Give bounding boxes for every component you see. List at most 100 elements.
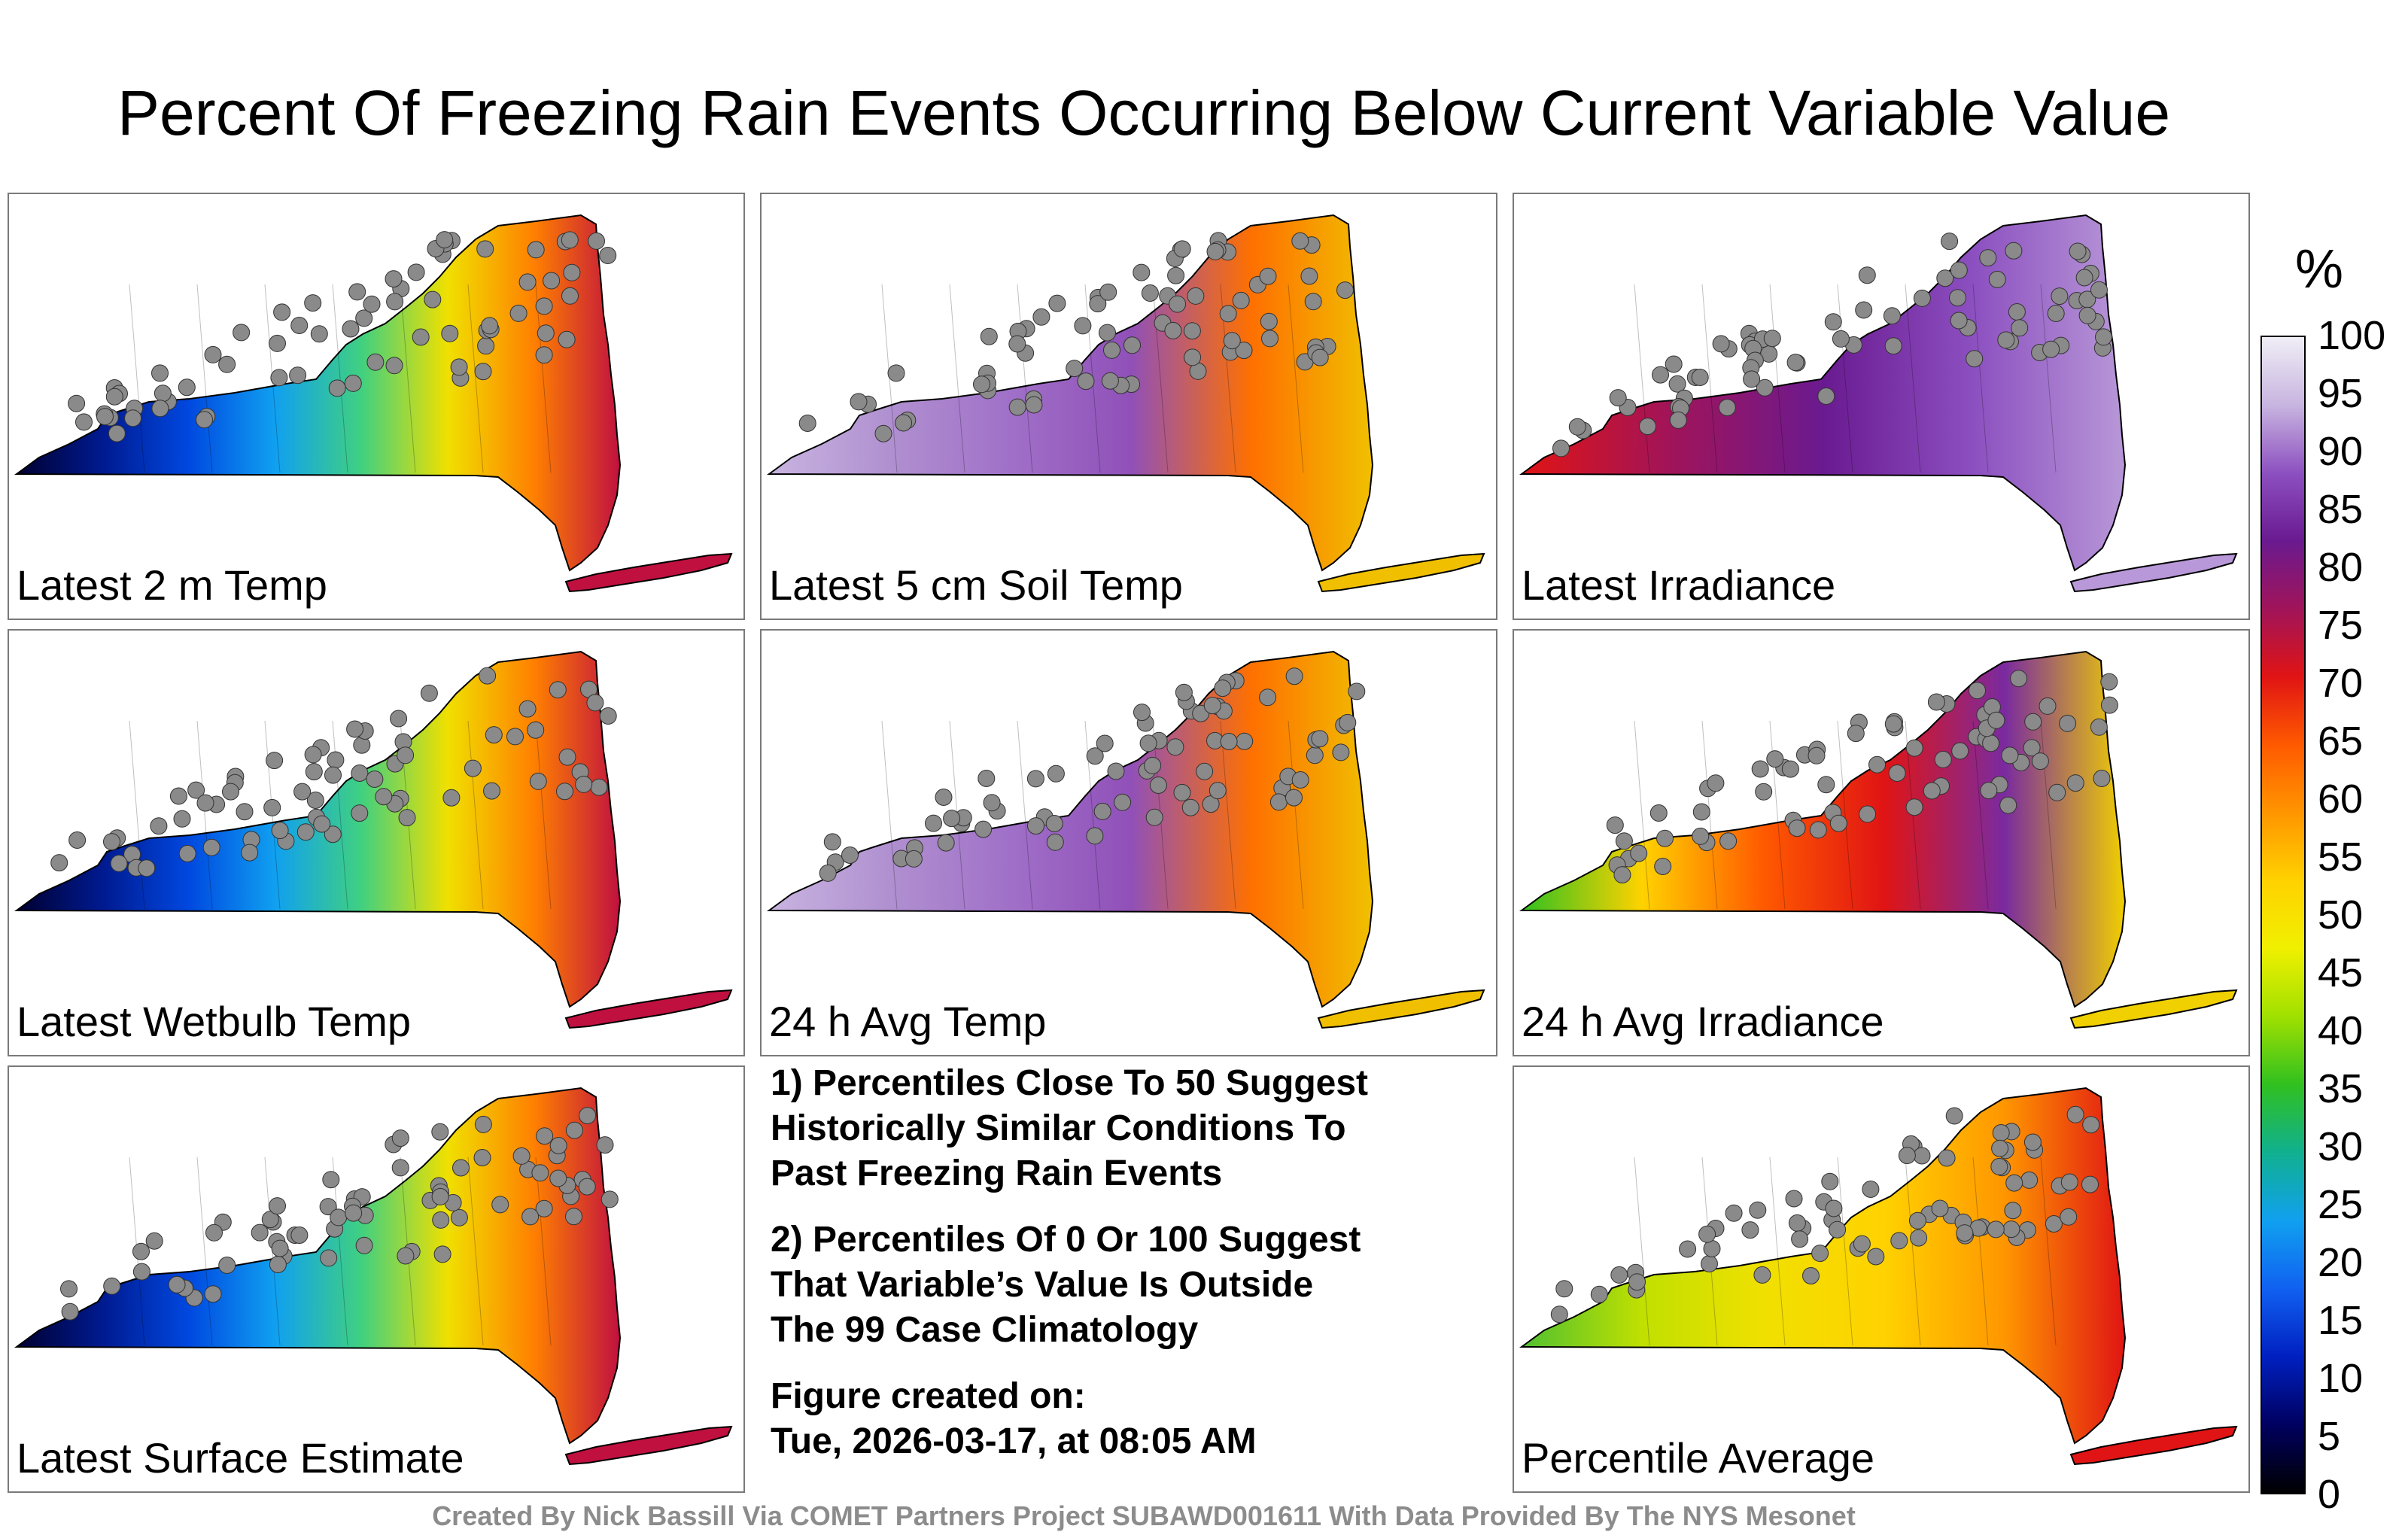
colorbar-tick-label: 85 xyxy=(2318,487,2364,532)
station-marker xyxy=(588,232,605,250)
station-marker xyxy=(596,1136,614,1154)
station-marker xyxy=(977,770,996,787)
station-marker xyxy=(1913,289,1931,307)
station-marker xyxy=(124,409,142,427)
station-marker xyxy=(204,1285,222,1303)
notes-block: 1) Percentiles Close To 50 Suggest Histo… xyxy=(771,1061,1478,1485)
station-marker xyxy=(2045,1215,2063,1233)
station-marker xyxy=(355,1236,373,1254)
county-boundary xyxy=(1769,1157,1786,1346)
station-marker xyxy=(1008,398,1026,416)
station-marker xyxy=(236,803,254,821)
station-marker xyxy=(68,831,87,849)
county-boundary xyxy=(467,284,484,473)
station-marker xyxy=(348,283,366,301)
station-marker xyxy=(491,1196,509,1214)
station-marker xyxy=(2066,774,2084,792)
station-marker xyxy=(1173,783,1191,801)
station-marker xyxy=(1141,284,1159,302)
station-marker xyxy=(1817,388,1835,405)
station-marker xyxy=(481,317,499,335)
map-panel-latest-2m-temp: Latest 2 m Temp xyxy=(8,193,745,620)
station-marker xyxy=(1913,1147,1931,1165)
station-marker xyxy=(518,700,537,718)
station-marker xyxy=(1707,774,1725,792)
station-marker xyxy=(2090,281,2108,299)
station-marker xyxy=(2060,1208,2078,1226)
station-marker xyxy=(1867,1248,1885,1266)
station-marker xyxy=(319,1198,337,1216)
station-marker xyxy=(2051,287,2069,305)
county-boundary xyxy=(1220,720,1236,910)
new-york-state-map xyxy=(14,1087,733,1466)
station-marker xyxy=(169,787,187,805)
station-marker xyxy=(178,378,196,397)
station-marker xyxy=(1175,683,1193,701)
station-marker xyxy=(1311,730,1329,748)
station-marker xyxy=(2048,783,2066,801)
station-marker xyxy=(535,346,553,364)
station-marker xyxy=(50,854,68,872)
station-marker xyxy=(2093,770,2111,787)
county-boundary xyxy=(1905,1157,1921,1346)
panel-label: Percentile Average xyxy=(1522,1434,1875,1482)
county-boundary xyxy=(1634,284,1650,473)
station-marker xyxy=(1066,360,1084,378)
station-marker xyxy=(1945,1107,1963,1125)
station-marker xyxy=(2020,1171,2039,1189)
station-marker xyxy=(251,1223,269,1242)
colorbar-tick-label: 45 xyxy=(2318,950,2364,995)
station-marker xyxy=(397,1247,415,1265)
station-marker xyxy=(1099,283,1117,301)
station-marker xyxy=(599,247,617,264)
station-marker xyxy=(196,794,214,812)
station-marker xyxy=(342,320,360,338)
station-marker xyxy=(1703,1240,1721,1257)
station-marker xyxy=(1936,269,1954,287)
station-marker xyxy=(310,325,328,343)
panel-label: 24 h Avg Temp xyxy=(769,998,1047,1045)
station-marker xyxy=(1756,378,1774,397)
station-marker xyxy=(355,309,373,327)
station-marker xyxy=(1123,336,1141,354)
station-marker xyxy=(1220,733,1238,750)
county-boundary xyxy=(1152,284,1169,473)
station-marker xyxy=(1905,739,1923,757)
station-marker xyxy=(1905,798,1923,816)
station-marker xyxy=(1203,697,1221,715)
station-marker xyxy=(1853,1235,1871,1253)
station-marker xyxy=(1692,803,1710,821)
station-marker xyxy=(2075,269,2093,287)
state-outline xyxy=(14,214,622,572)
county-boundary xyxy=(1288,284,1304,473)
station-marker xyxy=(132,1263,150,1281)
station-marker xyxy=(565,1208,582,1226)
station-marker xyxy=(1291,232,1309,250)
station-marker xyxy=(850,393,868,411)
colorbar-tick-label: 65 xyxy=(2318,719,2364,764)
station-marker xyxy=(2078,306,2096,324)
station-marker xyxy=(1568,418,1586,436)
station-marker xyxy=(1999,796,2017,814)
station-marker xyxy=(154,385,172,403)
station-marker xyxy=(535,1199,553,1217)
station-marker xyxy=(2024,713,2042,731)
station-marker xyxy=(1781,760,1799,778)
station-marker xyxy=(1101,372,1119,390)
station-marker xyxy=(512,1147,531,1165)
station-marker xyxy=(96,408,114,426)
map-panel-latest-irradiance: Latest Irradiance xyxy=(1513,193,2250,620)
station-marker xyxy=(1260,312,1278,330)
station-marker xyxy=(590,778,608,796)
county-boundary xyxy=(1837,284,1853,473)
station-marker xyxy=(366,353,385,371)
county-boundary xyxy=(129,720,145,910)
station-marker xyxy=(1214,679,1232,698)
colorbar-tick-label: 35 xyxy=(2318,1066,2364,1111)
station-marker xyxy=(151,364,169,382)
station-marker xyxy=(1046,833,1064,851)
station-marker xyxy=(290,1226,309,1244)
station-marker xyxy=(1980,782,1998,800)
station-marker xyxy=(1712,335,1730,353)
station-marker xyxy=(1107,762,1125,780)
